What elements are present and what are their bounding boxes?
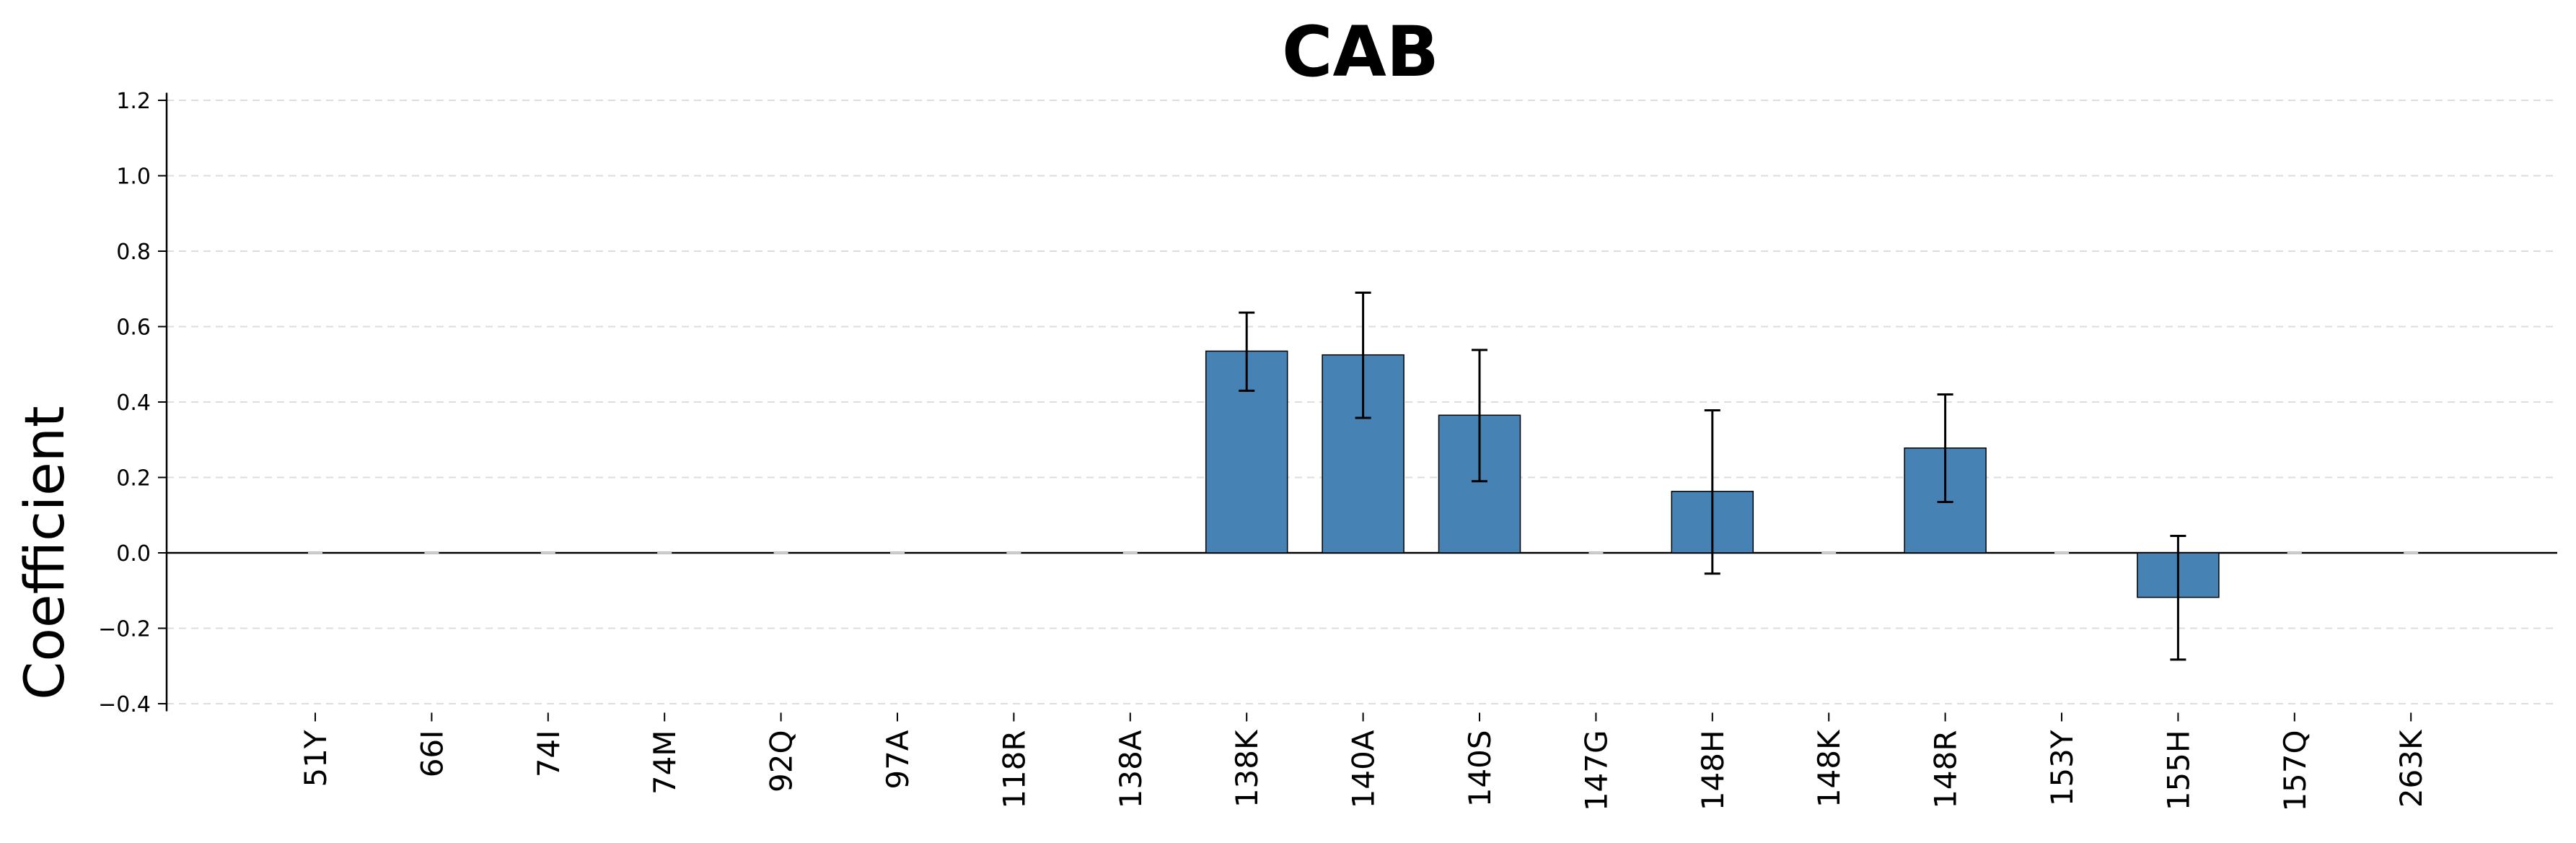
- error-bars: [1239, 291, 2186, 661]
- x-tick-label: 148H: [1695, 730, 1731, 811]
- x-tick-label: 118R: [996, 730, 1032, 808]
- x-axis: 51Y 66I 74I 74M 92Q 97A 118R 138A 138K 140A 140S 14…: [298, 712, 2429, 812]
- y-tick-label: −0.4: [98, 692, 151, 717]
- y-tick-label: −0.2: [98, 617, 151, 642]
- x-tick-label: 153Y: [2044, 730, 2080, 806]
- x-tick-label: 51Y: [298, 730, 333, 787]
- x-tick-label: 74M: [647, 730, 682, 795]
- y-axis-label: Coefficient: [12, 406, 76, 699]
- x-tick-label: 138K: [1229, 729, 1265, 808]
- x-tick-label: 92Q: [764, 730, 799, 792]
- y-tick-label: 0.4: [116, 390, 151, 416]
- x-tick-label: 66I: [414, 730, 449, 777]
- y-tick-label: 0.6: [116, 315, 151, 341]
- x-tick-label: 155H: [2160, 730, 2196, 811]
- x-tick-label: 157Q: [2277, 730, 2313, 811]
- x-tick-label: 97A: [880, 730, 915, 789]
- chart-title: CAB: [1282, 12, 1439, 92]
- y-tick-label: 0.2: [116, 466, 151, 492]
- x-tick-label: 147G: [1578, 730, 1614, 811]
- x-tick-label: 138A: [1113, 730, 1148, 808]
- x-tick-label: 263K: [2393, 729, 2429, 808]
- y-tick-label: 1.0: [116, 165, 151, 190]
- x-tick-label: 74I: [531, 730, 566, 777]
- y-axis: −0.4 −0.2 0.0 0.2 0.4 0.6 0.8 1.0 1.2: [98, 89, 168, 717]
- x-tick-label: 140A: [1346, 730, 1381, 808]
- x-tick-label: 148K: [1811, 729, 1847, 808]
- y-tick-label: 1.2: [116, 89, 151, 114]
- y-tick-label: 0.0: [116, 541, 151, 567]
- x-tick-label: 140S: [1462, 730, 1498, 807]
- x-tick-label: 148R: [1928, 730, 1964, 808]
- y-tick-label: 0.8: [116, 240, 151, 265]
